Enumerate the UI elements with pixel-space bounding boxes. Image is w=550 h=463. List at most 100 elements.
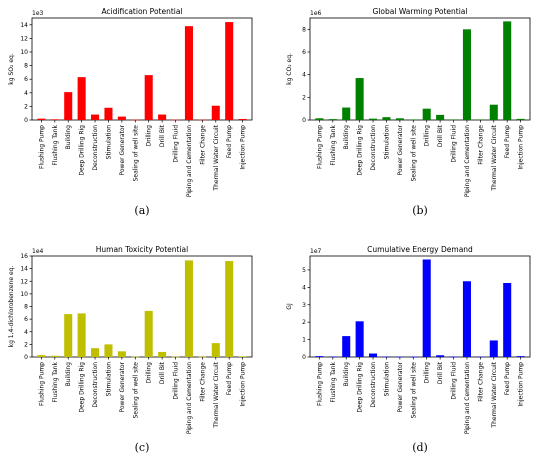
x-tick-label: Sealing of well site xyxy=(410,125,417,182)
bar xyxy=(225,261,234,357)
x-tick-label: Deep Drilling Rig xyxy=(79,362,86,413)
bar xyxy=(395,118,404,120)
x-tick-label: Drilling Fluid xyxy=(173,125,180,163)
y-tick-label: 2 xyxy=(24,103,28,110)
y-tick-label: 12 xyxy=(20,278,28,285)
y-tick-label: 8 xyxy=(24,63,28,70)
x-tick-label: Drilling Fluid xyxy=(173,362,180,400)
x-tick-label: Deep Drilling Rig xyxy=(357,125,364,176)
x-tick-label: Deconstruction xyxy=(92,362,99,408)
bar xyxy=(144,75,153,120)
x-tick-label: Sealing of well site xyxy=(410,362,417,419)
x-tick-label: Power Generator xyxy=(397,361,404,412)
bar xyxy=(50,119,59,120)
bar xyxy=(409,119,418,121)
chart-title: Cumulative Energy Demand xyxy=(367,245,473,254)
y-tick-label: 10 xyxy=(20,291,28,298)
x-tick-label: Flushing Pump xyxy=(316,362,323,406)
x-tick-label: Piping and Cementation xyxy=(186,362,193,434)
bar xyxy=(37,355,46,357)
bar xyxy=(171,119,180,121)
x-tick-label: Building xyxy=(343,125,350,150)
bar xyxy=(184,26,193,120)
bar xyxy=(436,114,445,120)
bar xyxy=(77,313,86,357)
chart-title: Human Toxicity Potential xyxy=(96,245,188,254)
bar xyxy=(238,356,247,357)
x-tick-label: Flushing Pump xyxy=(38,125,45,169)
y-tick-label: 3 xyxy=(302,302,306,309)
bar xyxy=(131,356,140,358)
y-tick-label: 14 xyxy=(20,22,28,29)
x-tick-label: Piping and Cementation xyxy=(186,125,193,197)
y-tick-label: 0 xyxy=(24,354,28,361)
x-tick-label: Drilling Fluid xyxy=(451,362,458,400)
bar xyxy=(369,353,378,357)
bar xyxy=(516,118,525,120)
x-tick-label: Flushing Tank xyxy=(52,124,59,165)
bar xyxy=(382,356,391,358)
x-tick-label: Filter Change xyxy=(477,362,484,402)
x-tick-label: Drilling xyxy=(424,125,431,147)
x-tick-label: Piping and Cementation xyxy=(464,362,471,434)
bar xyxy=(449,119,458,121)
bar xyxy=(476,119,485,121)
bar xyxy=(476,356,485,358)
x-tick-label: Flushing Tank xyxy=(52,361,59,402)
bar xyxy=(64,92,73,120)
x-tick-label: Drilling Fluid xyxy=(451,125,458,163)
bar xyxy=(117,351,126,357)
bar xyxy=(50,355,59,357)
x-tick-label: Feed Pump xyxy=(504,362,511,395)
y-tick-label: 2 xyxy=(302,319,306,326)
axis-multiplier: 1e6 xyxy=(310,10,322,17)
x-tick-label: Filter Change xyxy=(199,125,206,165)
x-tick-label: Sealing of well site xyxy=(132,125,139,182)
x-tick-label: Stimulation xyxy=(105,362,112,397)
bar xyxy=(117,116,126,120)
bar xyxy=(342,107,351,120)
x-tick-label: Building xyxy=(65,125,72,150)
y-axis-label: kg SO₂ eq. xyxy=(8,53,15,85)
bar xyxy=(489,340,498,357)
bar xyxy=(489,104,498,120)
x-tick-label: Power Generator xyxy=(119,124,126,175)
x-tick-label: Power Generator xyxy=(397,124,404,175)
x-tick-label: Thermal Water Circuit xyxy=(491,361,498,428)
bar xyxy=(64,314,73,357)
bar xyxy=(77,77,86,120)
bar xyxy=(144,310,153,357)
x-tick-label: Building xyxy=(65,362,72,387)
x-tick-label: Sealing of well site xyxy=(132,362,139,419)
x-tick-label: Filter Change xyxy=(199,362,206,402)
y-tick-label: 10 xyxy=(20,49,28,56)
y-tick-label: 6 xyxy=(302,49,306,56)
x-tick-label: Drilling xyxy=(146,125,153,147)
x-tick-label: Deep Drilling Rig xyxy=(357,362,364,413)
x-tick-label: Drilling xyxy=(146,362,153,384)
x-tick-label: Flushing Tank xyxy=(330,361,337,402)
panel-caption: (c) xyxy=(135,441,150,454)
bar xyxy=(211,105,220,120)
x-tick-label: Filter Change xyxy=(477,125,484,165)
x-tick-label: Feed Pump xyxy=(226,362,233,395)
y-tick-label: 0 xyxy=(302,117,306,124)
bar xyxy=(91,114,100,120)
panel-caption: (d) xyxy=(412,441,428,454)
y-tick-label: 4 xyxy=(302,284,306,291)
y-tick-label: 8 xyxy=(302,26,306,33)
x-tick-label: Flushing Pump xyxy=(316,125,323,169)
x-tick-label: Thermal Water Circuit xyxy=(213,361,220,428)
y-tick-label: 8 xyxy=(24,304,28,311)
x-tick-label: Injection Pump xyxy=(240,125,247,170)
bar xyxy=(104,344,113,357)
y-tick-label: 6 xyxy=(24,316,28,323)
bar xyxy=(516,356,525,357)
x-tick-label: Feed Pump xyxy=(226,125,233,158)
chart-title: Acidification Potential xyxy=(101,7,182,16)
y-tick-label: 2 xyxy=(302,94,306,101)
y-tick-label: 16 xyxy=(20,253,28,260)
x-tick-label: Building xyxy=(343,362,350,387)
axis-multiplier: 1e3 xyxy=(32,10,44,17)
